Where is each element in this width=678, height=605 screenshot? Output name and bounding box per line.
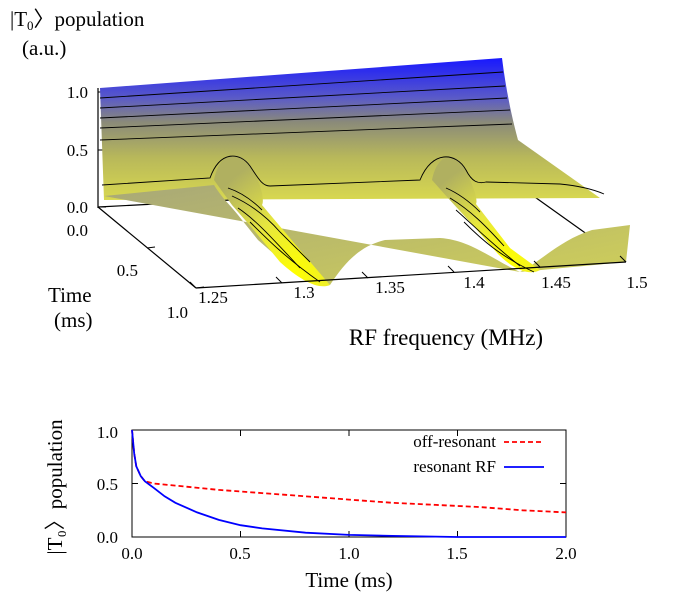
- freq-ticks: [189, 255, 627, 289]
- legend-label-off-resonant: off-resonant: [413, 432, 496, 451]
- z-axis-label-units: (a.u.): [22, 36, 66, 60]
- time-tick-label-1.0: 1.0: [167, 303, 188, 322]
- freq-tick-label-1.25: 1.25: [198, 288, 228, 307]
- time-tick-1.0: [195, 286, 205, 289]
- freq-axis: [195, 261, 627, 289]
- series-line-resonant-rf: [131, 429, 566, 538]
- x-axis-label: Time (ms): [305, 568, 392, 592]
- line-chart: 1.0 0.5 0.0 0.0 0.5 1.0 1.5 2.0 Time (ms…: [43, 419, 577, 592]
- legend: off-resonant resonant RF: [413, 432, 544, 476]
- y-tick-label-1.0: 1.0: [97, 423, 118, 442]
- x-tick-label-2.0: 2.0: [555, 544, 576, 563]
- x-tick-label-1.0: 1.0: [338, 544, 359, 563]
- surface-floor: [104, 185, 630, 285]
- y-axis-label: |T₀〉population: [43, 419, 67, 555]
- y-tick-label-0.5: 0.5: [97, 475, 118, 494]
- time-axis-label-units: (ms): [54, 308, 93, 332]
- x-tick-label-1.5: 1.5: [446, 544, 467, 563]
- plot-frame: [131, 429, 567, 538]
- resonance-peak-right: [432, 156, 540, 273]
- freq-tick-label-1.45: 1.45: [541, 273, 571, 292]
- series-group: [131, 429, 567, 538]
- axis-ticks: [131, 429, 567, 538]
- z-tick-label-0.0: 0.0: [67, 198, 88, 217]
- contour-lines: [99, 71, 605, 283]
- freq-tick-label-1.5: 1.5: [626, 273, 647, 292]
- z-axis-label: |T0〉population: [10, 7, 145, 33]
- z-tick-label-0.5: 0.5: [67, 141, 88, 160]
- time-tick-0.5: [146, 246, 156, 249]
- freq-tick-label-1.4: 1.4: [463, 273, 485, 292]
- freq-axis-label: RF frequency (MHz): [349, 325, 543, 350]
- series-line-off-resonant: [131, 429, 567, 514]
- surface-plot: 1.0 0.5 0.0 0.0 0.5 1.0 1.25 1.3 1.35 1.…: [10, 7, 648, 350]
- z-tick-label-1.0: 1.0: [67, 83, 88, 102]
- z-axis-label-subscript: 0: [27, 18, 34, 33]
- surface-plateau: [100, 58, 600, 200]
- legend-label-resonant-rf: resonant RF: [413, 457, 496, 476]
- time-axis-label: Time: [48, 283, 92, 307]
- freq-tick-label-1.35: 1.35: [375, 278, 405, 297]
- x-tick-label-0.0: 0.0: [121, 544, 142, 563]
- freq-tick-label-1.3: 1.3: [293, 283, 314, 302]
- x-tick-label-0.5: 0.5: [229, 544, 250, 563]
- y-tick-label-0.0: 0.0: [97, 528, 118, 547]
- time-tick-label-0.0: 0.0: [67, 221, 88, 240]
- time-tick-label-0.5: 0.5: [117, 261, 138, 280]
